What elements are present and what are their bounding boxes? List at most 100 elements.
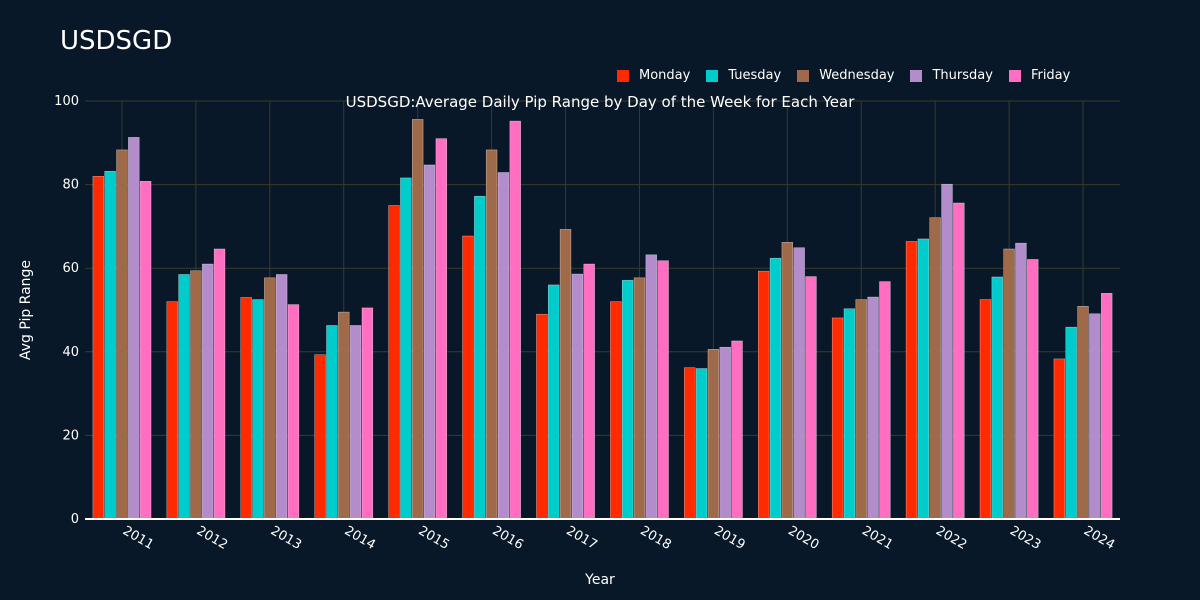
legend-label: Thursday [932, 68, 993, 83]
x-tick-label: 2013 [268, 523, 304, 553]
bar-tuesday [1065, 326, 1077, 520]
bar-thursday [275, 274, 288, 520]
bar-tuesday [474, 196, 486, 520]
bar-thursday [867, 296, 879, 520]
x-tick-label: 2012 [194, 523, 230, 553]
plot-area [85, 101, 1120, 519]
bar-wednesday [116, 149, 128, 520]
bar-thursday [793, 247, 805, 520]
bar-wednesday [781, 242, 793, 520]
bar-wednesday [855, 299, 867, 520]
bar-thursday [571, 273, 584, 520]
x-tick-label: 2018 [637, 523, 673, 553]
bar-wednesday [929, 217, 941, 520]
bar-wednesday [264, 277, 276, 520]
bar-thursday [423, 164, 436, 520]
bar-monday [314, 354, 326, 520]
bar-friday [435, 138, 447, 520]
x-tick-label: 2022 [933, 523, 969, 553]
bar-thursday [719, 346, 731, 520]
bar-monday [1053, 358, 1066, 520]
bar-tuesday [326, 325, 338, 520]
bar-friday [879, 281, 891, 520]
y-tick-label: 40 [62, 345, 79, 360]
bar-monday [684, 367, 696, 520]
bar-wednesday [559, 229, 572, 520]
y-tick-label: 100 [54, 94, 79, 109]
bar-friday [1101, 293, 1113, 520]
bar-monday [979, 299, 992, 520]
bar-monday [610, 301, 622, 520]
y-tick-label: 80 [62, 178, 79, 193]
legend-item-tuesday[interactable]: Tuesday [706, 68, 781, 83]
bar-tuesday [769, 257, 782, 520]
bar-wednesday [190, 270, 202, 520]
x-axis-label: Year [584, 572, 615, 588]
bar-monday [166, 301, 178, 520]
y-axis-label: Avg Pip Range [18, 260, 34, 360]
legend-swatch [797, 69, 810, 82]
bar-friday [287, 304, 300, 520]
legend-label: Friday [1030, 68, 1071, 83]
x-tick-label: 2021 [859, 523, 895, 553]
bar-tuesday [991, 276, 1003, 520]
legend-item-wednesday[interactable]: Wednesday [797, 68, 894, 83]
bar-monday [462, 235, 474, 520]
x-tick-label: 2014 [342, 523, 378, 553]
bar-friday [1027, 259, 1039, 520]
bar-tuesday [178, 274, 190, 520]
legend-label: Wednesday [819, 68, 895, 83]
bar-thursday [128, 137, 140, 520]
legend-swatch [706, 69, 719, 82]
chart-title: USDSGD:Average Daily Pip Range by Day of… [346, 93, 856, 111]
legend-swatch [910, 69, 923, 82]
legend-label: Monday [639, 68, 691, 83]
bar-monday [240, 297, 252, 520]
legend-label: Tuesday [728, 68, 782, 83]
bar-friday [805, 276, 817, 520]
y-tick-label: 20 [62, 428, 79, 443]
bar-friday [361, 307, 374, 520]
bar-friday [731, 340, 743, 520]
bar-friday [583, 263, 595, 520]
bar-tuesday [621, 280, 634, 520]
x-tick-label: 2020 [785, 523, 821, 553]
bar-monday [536, 313, 548, 520]
legend-item-monday[interactable]: Monday [617, 68, 690, 83]
bar-wednesday [412, 119, 424, 520]
bar-tuesday [104, 170, 116, 520]
bar-monday [758, 270, 770, 520]
legend-swatch [617, 69, 629, 82]
bar-monday [905, 241, 918, 520]
bar-thursday [202, 263, 214, 520]
x-tick-label: 2015 [416, 523, 452, 553]
bar-wednesday [633, 277, 646, 520]
x-tick-label: 2024 [1081, 523, 1117, 553]
bar-tuesday [843, 308, 856, 520]
bar-tuesday [695, 368, 708, 520]
bar-thursday [349, 325, 362, 520]
bar-thursday [497, 172, 510, 520]
bar-wednesday [338, 311, 350, 520]
bar-thursday [1089, 313, 1101, 520]
y-tick-label: 0 [71, 512, 79, 527]
bar-wednesday [707, 349, 720, 520]
bar-tuesday [252, 299, 264, 520]
x-tick-label: 2011 [120, 523, 156, 553]
bar-tuesday [917, 238, 930, 520]
bar-friday [139, 181, 152, 520]
legend[interactable]: Monday Tuesday Wednesday Thursday Friday [617, 68, 1070, 83]
page-title: USDSGD [60, 26, 173, 56]
bar-wednesday [1003, 248, 1015, 520]
bar-monday [92, 175, 104, 520]
bar-monday [388, 205, 400, 520]
x-tick-label: 2023 [1007, 523, 1043, 553]
legend-item-friday[interactable]: Friday [1008, 68, 1071, 83]
bar-friday [213, 248, 226, 520]
bar-wednesday [1077, 305, 1089, 520]
x-tick-label: 2019 [711, 523, 747, 553]
bar-thursday [645, 254, 657, 520]
bar-monday [831, 317, 844, 520]
legend-item-thursday[interactable]: Thursday [910, 68, 993, 83]
